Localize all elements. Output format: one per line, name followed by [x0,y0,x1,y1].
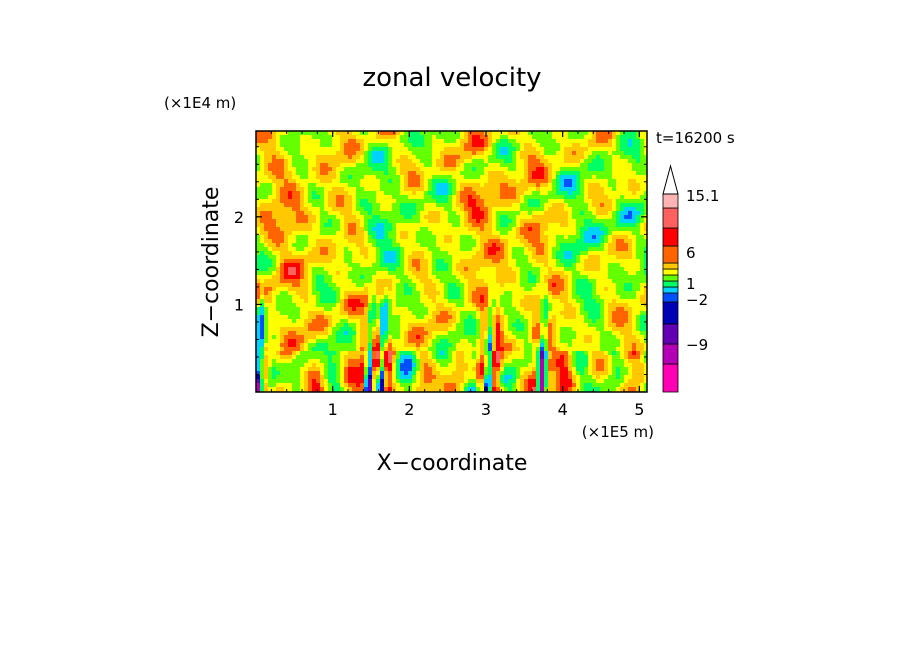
y-scale-label: (×1E4 m) [164,94,236,112]
colorbar: 15.1 6 1−2 −9 [662,164,719,393]
time-label: t=16200 s [656,129,735,147]
colorbar-band [662,286,679,294]
colorbar-label: 15.1 [686,187,719,205]
x-axis-label: X−coordinate [377,451,528,476]
y-axis: 12 [234,146,647,375]
colorbar-label: −9 [686,336,708,354]
colorbar-band [662,268,679,276]
colorbar-band [662,227,679,247]
x-tick-label: 5 [634,400,644,419]
colorbar-band [662,274,679,282]
x-tick-label: 2 [404,400,414,419]
colorbar-band [662,280,679,288]
colorbar-label: 1 [686,275,696,293]
colorbar-band [662,301,679,325]
colorbar-label: −2 [686,291,708,309]
colorbar-band [662,193,679,209]
plot-frame [255,130,648,393]
y-tick-label: 2 [234,208,244,227]
y-tick-label: 1 [234,295,244,314]
colorbar-band [662,207,679,229]
colorbar-label: 6 [686,244,696,262]
colorbar-extend-arrow [662,164,679,195]
x-axis: 1 2 3 4 5 [270,131,644,419]
colorbar-band [662,363,679,393]
y-axis-label: Z−coordinate [199,187,224,338]
colorbar-band [662,262,679,270]
x-tick-label: 3 [481,400,491,419]
x-tick-label: 1 [328,400,338,419]
x-scale-label: (×1E5 m) [582,423,654,441]
colorbar-band [662,292,679,303]
heatmap-field [256,131,647,392]
x-tick-label: 4 [558,400,568,419]
colorbar-band [662,245,679,264]
colorbar-band [662,343,679,365]
colorbar-band [662,323,679,345]
heatmap-cell [256,131,261,136]
chart-title: zonal velocity [362,63,541,93]
